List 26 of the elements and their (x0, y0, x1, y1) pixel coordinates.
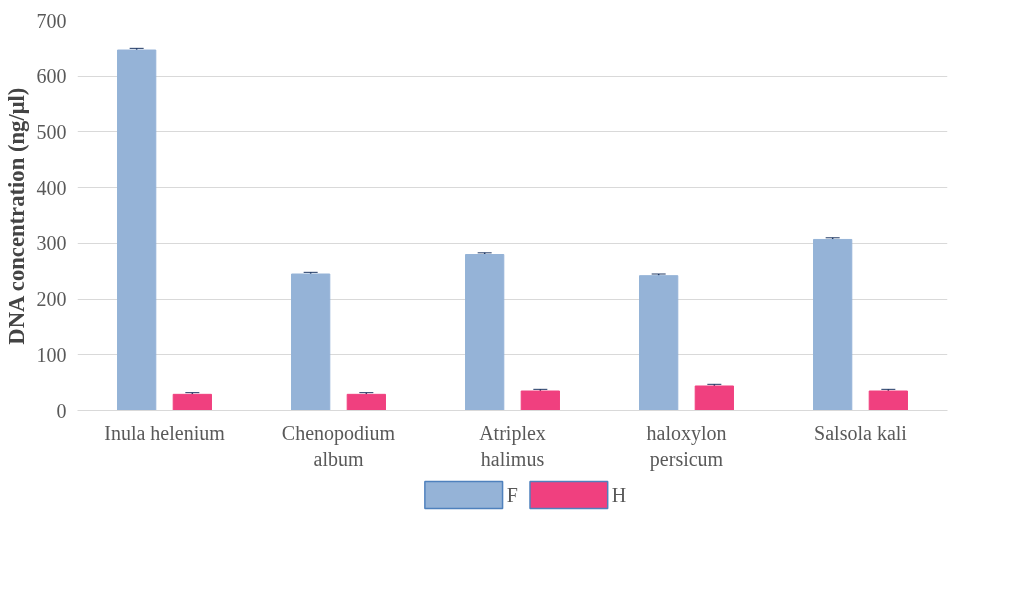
bar (813, 238, 853, 411)
bar (291, 273, 331, 411)
bar (694, 385, 734, 411)
bar (868, 390, 908, 411)
bar (520, 390, 560, 411)
x-tick-label: haloxylon persicum (646, 421, 727, 471)
x-tick-label: Chenopodium album (281, 421, 396, 470)
x-tick-label: Salsola kali (814, 421, 908, 444)
legend-label: H (611, 484, 627, 506)
y-tick-label: 100 (36, 343, 67, 366)
bar (639, 275, 679, 411)
y-tick-label: 600 (36, 65, 67, 88)
y-tick-label: 200 (36, 288, 67, 311)
y-tick-label: 500 (36, 120, 67, 143)
bar (465, 254, 505, 411)
y-tick-label: 700 (36, 9, 67, 32)
bar (172, 393, 212, 411)
bar (346, 393, 386, 411)
x-tick-label: Atriplex halimus (479, 421, 546, 470)
y-tick-label: 0 (56, 399, 67, 422)
y-axis-title: DNA concentration (ng/μl) (3, 87, 29, 345)
y-tick-label: 300 (36, 232, 67, 255)
bar (117, 49, 157, 411)
legend-label: F (506, 484, 518, 506)
y-tick-label: 400 (36, 176, 67, 199)
x-tick-label: Inula helenium (104, 421, 226, 444)
